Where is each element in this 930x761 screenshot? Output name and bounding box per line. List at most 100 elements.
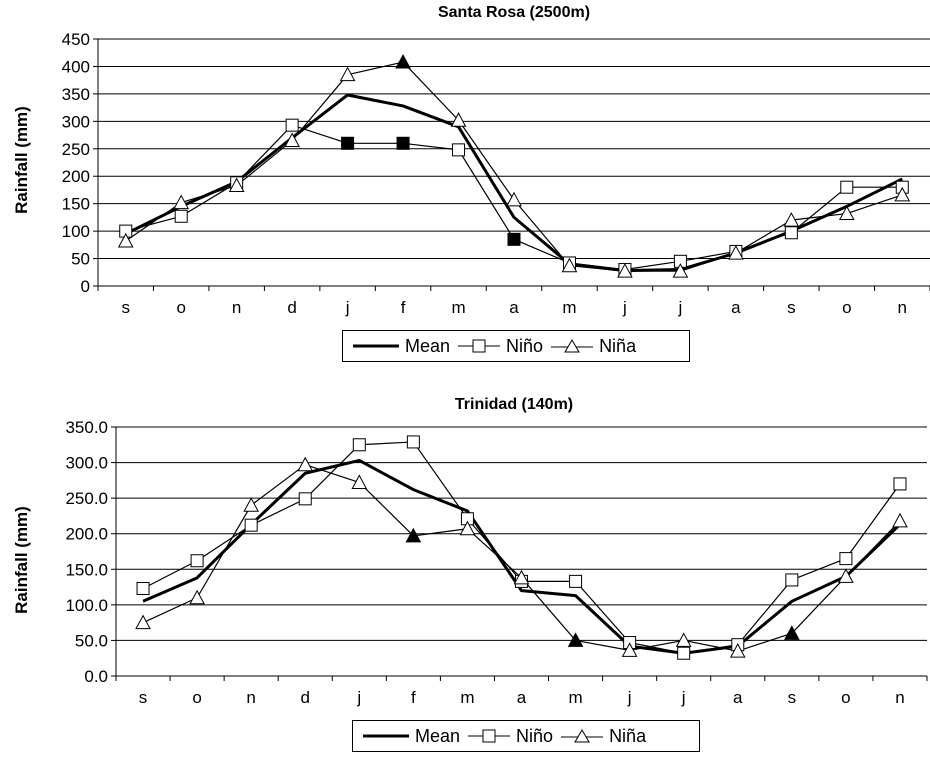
x-tick-label: o: [841, 688, 850, 707]
x-tick-label: j: [622, 298, 627, 317]
triangle-marker: [450, 112, 467, 127]
legend-label-nino: Niño: [506, 335, 544, 356]
triangle-marker: [459, 520, 476, 536]
triangle-marker-swatch: [551, 339, 594, 353]
triangle-marker: [243, 497, 260, 512]
legend: Mean Niño Niña: [352, 720, 700, 752]
x-tick-label: m: [451, 298, 465, 317]
triangle-marker-filled: [395, 53, 411, 69]
y-tick-label: 450: [62, 30, 90, 49]
triangle-marker: [284, 132, 300, 148]
x-tick-label: m: [460, 688, 474, 707]
triangle-marker: [728, 245, 744, 260]
legend-item-nino: Niño: [466, 726, 553, 747]
triangle-marker-filled: [783, 625, 800, 640]
triangle-marker-filled: [567, 632, 584, 647]
square-marker-swatch: [468, 729, 511, 743]
y-tick-label: 150: [62, 195, 90, 214]
y-tick-label: 100.0: [65, 596, 108, 615]
y-tick-label: 50.0: [75, 631, 108, 650]
square-marker: [298, 492, 312, 506]
triangle-marker: [838, 205, 855, 221]
triangle-marker: [621, 642, 638, 657]
y-tick-label: 350.0: [65, 418, 108, 437]
y-tick-label: 0.0: [84, 667, 108, 686]
square-marker-filled: [507, 232, 521, 246]
square-marker: [190, 554, 204, 568]
x-tick-label: a: [509, 298, 519, 317]
x-tick-label: s: [139, 688, 148, 707]
square-marker: [569, 574, 583, 588]
triangle-marker: [894, 186, 911, 202]
legend-label-mean: Mean: [405, 335, 451, 356]
y-tick-label: 350: [62, 85, 90, 104]
triangle-marker: [117, 232, 134, 248]
square-marker: [893, 477, 907, 491]
square-marker-filled: [396, 136, 410, 150]
legend-label-nina: Niña: [599, 335, 637, 356]
x-tick-label: f: [411, 688, 416, 707]
y-tick-label: 300: [62, 112, 90, 131]
series-line-none: [142, 458, 902, 655]
santa-rosa-chart: Santa Rosa (2500m) Rainfall (mm) 0 50 100 1…: [0, 0, 930, 380]
square-marker: [452, 143, 466, 157]
mean-line-swatch: [353, 344, 399, 348]
legend-item-nino: Niño: [456, 336, 543, 357]
x-tick-label: d: [287, 298, 296, 317]
legend-label-nina: Niña: [609, 725, 647, 746]
legend-item-mean: Mean: [351, 336, 450, 357]
y-tick-label: 200.0: [65, 525, 108, 544]
square-marker: [840, 180, 854, 194]
triangle-marker: [506, 191, 522, 207]
legend-item-nina: Niña: [559, 726, 646, 747]
square-marker: [406, 435, 420, 449]
square-marker-swatch: [458, 339, 501, 353]
triangle-marker: [675, 632, 692, 647]
x-tick-label: s: [788, 688, 797, 707]
triangle-marker-swatch: [561, 729, 604, 743]
chart-title: Trinidad (140m): [454, 396, 574, 413]
triangle-marker: [228, 177, 245, 193]
x-tick-label: f: [401, 298, 406, 317]
square-marker: [352, 438, 366, 452]
x-tick-label: n: [898, 298, 907, 317]
legend: Mean Niño Niña: [342, 330, 690, 362]
y-tick-label: 50: [71, 250, 90, 269]
square-marker: [285, 118, 299, 132]
x-tick-label: a: [517, 688, 527, 707]
y-tick-label: 200: [62, 167, 90, 186]
series-line-triangle: [142, 464, 901, 652]
triangle-marker: [351, 474, 368, 489]
triangle-marker-filled: [405, 527, 422, 543]
y-tick-label: 250: [62, 140, 90, 159]
triangle-marker: [729, 643, 746, 658]
x-tick-label: j: [345, 298, 350, 317]
legend-item-nina: Niña: [549, 336, 636, 357]
triangle-marker: [297, 456, 314, 472]
x-tick-label: a: [731, 298, 741, 317]
legend-label-nino: Niño: [516, 725, 554, 746]
square-marker: [839, 552, 853, 566]
x-tick-label: o: [842, 298, 851, 317]
triangle-marker: [513, 569, 530, 585]
triangle-marker: [189, 589, 205, 605]
triangle-marker: [892, 512, 908, 528]
x-tick-label: m: [562, 298, 576, 317]
x-tick-label: o: [192, 688, 201, 707]
x-tick-label: s: [787, 298, 796, 317]
trinidad-chart: Trinidad (140m) Rainfall (mm) 0.0 50.0 100…: [0, 390, 930, 761]
triangle-marker: [617, 263, 633, 278]
x-tick-label: a: [733, 688, 743, 707]
x-tick-label: o: [176, 298, 185, 317]
square-marker-filled: [341, 136, 355, 150]
y-tick-label: 150.0: [65, 560, 108, 579]
y-tick-label: 100: [62, 222, 90, 241]
triangle-marker: [339, 66, 356, 82]
square-marker: [677, 646, 691, 660]
legend-item-mean: Mean: [361, 726, 460, 747]
triangle-marker: [135, 614, 151, 630]
square-marker: [244, 518, 258, 532]
legend-label-mean: Mean: [415, 725, 461, 746]
x-tick-label: n: [246, 688, 255, 707]
series-line-square: [142, 441, 901, 654]
